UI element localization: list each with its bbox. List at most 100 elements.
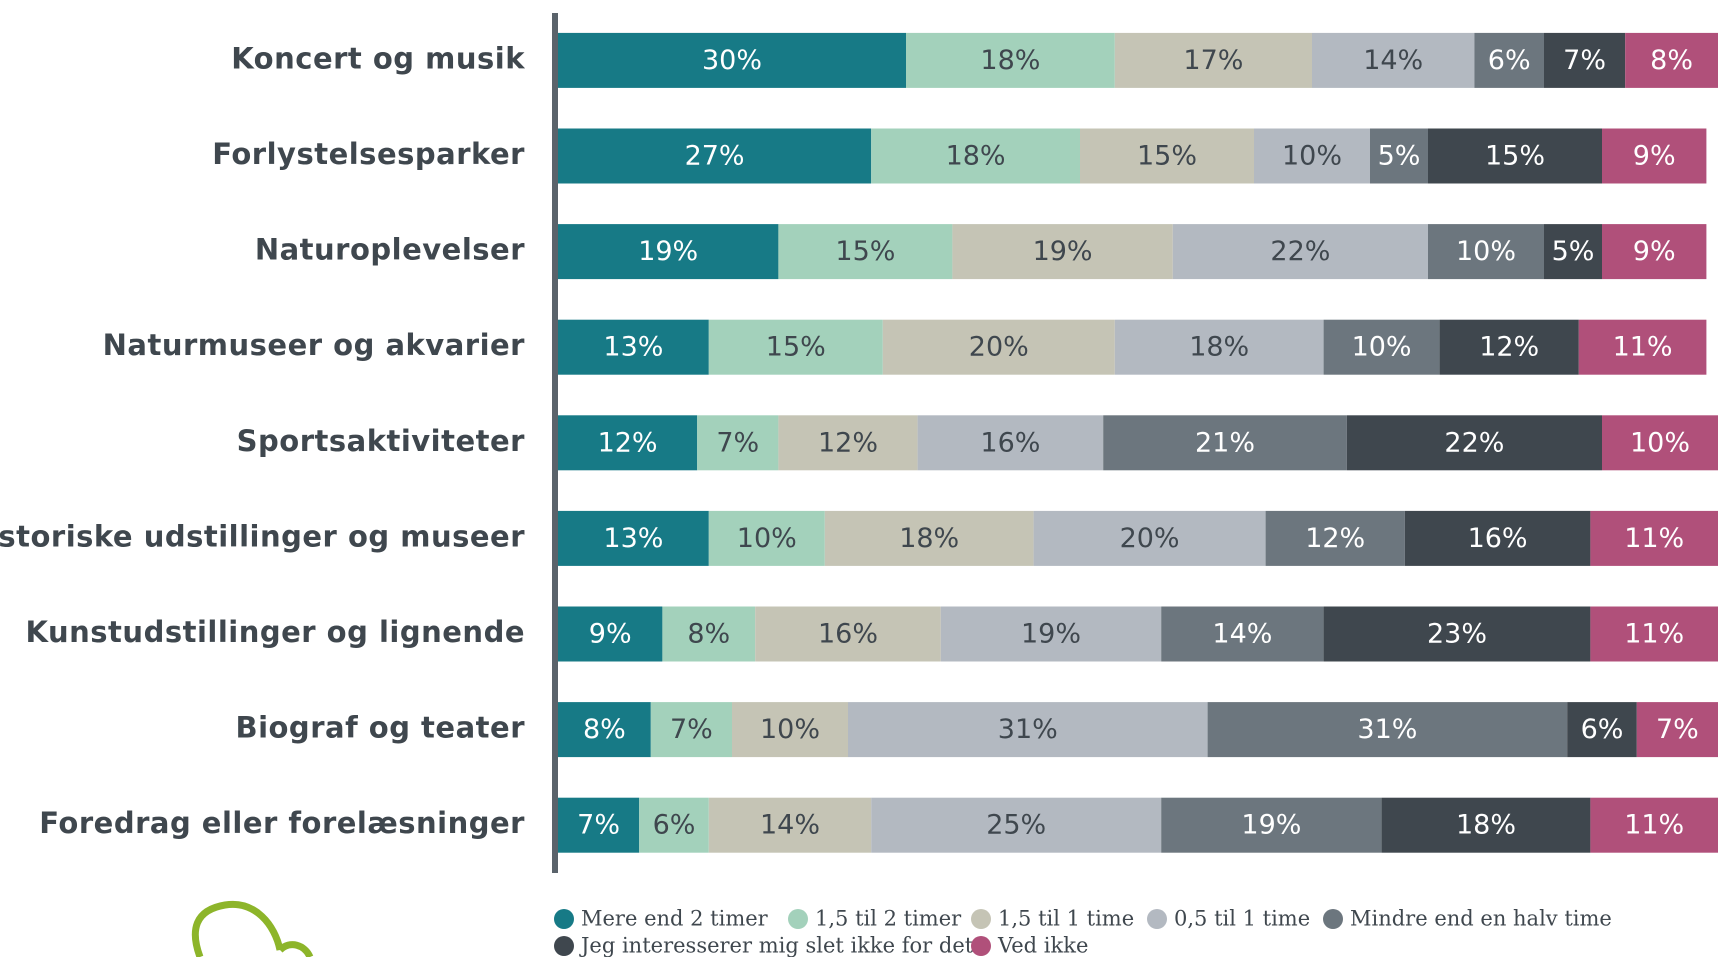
value-label: 20% (969, 332, 1029, 363)
bar-segment (1636, 702, 1718, 758)
value-label: 7% (670, 714, 713, 745)
bar-segment (1602, 415, 1718, 471)
bar-segment (848, 702, 1208, 758)
value-label: 6% (653, 810, 696, 841)
bar-segment (882, 319, 1115, 375)
bar-segment (1544, 32, 1626, 88)
value-label: 7% (1563, 45, 1606, 76)
value-label: 19% (638, 236, 698, 267)
value-label: 19% (1033, 236, 1093, 267)
bar-segment (558, 606, 663, 662)
bar-segment (558, 415, 698, 471)
value-label: 31% (998, 714, 1058, 745)
value-label: 18% (946, 141, 1006, 172)
bar-segment (708, 797, 872, 853)
legend-label: 1,5 til 2 timer (815, 907, 962, 931)
value-label: 13% (603, 332, 663, 363)
legend-marker (554, 936, 574, 956)
value-label: 14% (1363, 45, 1423, 76)
value-label: 16% (980, 427, 1040, 458)
value-label: 10% (1456, 236, 1516, 267)
value-label: 22% (1270, 236, 1330, 267)
bar-segment (1602, 128, 1707, 184)
value-label: 18% (899, 523, 959, 554)
bar-segment (1161, 797, 1382, 853)
bar-segment (732, 702, 848, 758)
bar-segment (558, 510, 709, 566)
value-label: 8% (1650, 45, 1693, 76)
bar-segment (1578, 319, 1707, 375)
value-label: 10% (1282, 141, 1342, 172)
bar-segment (871, 128, 1080, 184)
bar-segment (1370, 128, 1428, 184)
value-label: 7% (716, 427, 759, 458)
bar-segment (558, 702, 651, 758)
value-label: 18% (980, 45, 1040, 76)
value-label: 20% (1120, 523, 1180, 554)
value-label: 7% (577, 810, 620, 841)
bar-segment (1346, 415, 1602, 471)
bar-segment (1474, 32, 1544, 88)
legend-label: 1,5 til 1 time (998, 907, 1134, 931)
value-label: 14% (1212, 619, 1272, 650)
bar-segment (1080, 128, 1254, 184)
value-label: 30% (702, 45, 762, 76)
bar-segment (1404, 510, 1591, 566)
value-label: 19% (1021, 619, 1081, 650)
category-label: Forlystelsesparker (212, 137, 525, 171)
value-label: 23% (1427, 619, 1487, 650)
bar-segment (906, 32, 1115, 88)
category-label: Naturmuseer og akvarier (103, 328, 526, 362)
value-label: 22% (1444, 427, 1504, 458)
legend-marker (971, 909, 991, 929)
value-label: 11% (1624, 523, 1684, 554)
bar-segment (1428, 224, 1544, 280)
value-label: 9% (1633, 141, 1676, 172)
bar-segment (558, 224, 779, 280)
category-label: Koncert og musik (231, 41, 525, 75)
bar-segment (917, 415, 1104, 471)
value-label: 21% (1195, 427, 1255, 458)
value-label: 10% (1630, 427, 1690, 458)
value-label: 19% (1241, 810, 1301, 841)
bar-segment (1590, 606, 1718, 662)
value-label: 16% (818, 619, 878, 650)
value-label: 17% (1183, 45, 1243, 76)
value-label: 25% (986, 810, 1046, 841)
legend-marker (554, 909, 574, 929)
value-label: 7% (1656, 714, 1699, 745)
bar-segment (1265, 510, 1405, 566)
value-label: 12% (818, 427, 878, 458)
category-label: Foredrag eller forelæsninger (39, 806, 525, 840)
legend-marker (1323, 909, 1343, 929)
bar-segment (1161, 606, 1324, 662)
legend-label: Jeg interesserer mig slet ikke for det (579, 934, 974, 957)
bar-segment (1103, 415, 1347, 471)
bar-segment (1172, 224, 1428, 280)
value-label: 11% (1624, 810, 1684, 841)
legend-label: 0,5 til 1 time (1174, 907, 1310, 931)
bar-segment (1323, 319, 1440, 375)
bar-segment (1590, 797, 1718, 853)
legend-marker (788, 909, 808, 929)
value-label: 6% (1488, 45, 1531, 76)
bar-segment (1312, 32, 1475, 88)
logo (191, 900, 314, 957)
legend-label: Mindre end en halv time (1350, 907, 1612, 931)
value-label: 27% (685, 141, 745, 172)
value-label: 11% (1613, 332, 1673, 363)
category-label: Biograf og teater (235, 711, 525, 745)
value-label: 31% (1357, 714, 1417, 745)
value-label: 13% (603, 523, 663, 554)
value-label: 10% (737, 523, 797, 554)
value-label: 16% (1468, 523, 1528, 554)
bar-segment (1381, 797, 1591, 853)
bar-segment (871, 797, 1162, 853)
bar-segment (1625, 32, 1718, 88)
value-label: 12% (1479, 332, 1539, 363)
bar-segment (824, 510, 1034, 566)
bar-segment (558, 128, 872, 184)
category-label: Kunstudstillinger og lignende (26, 615, 525, 649)
